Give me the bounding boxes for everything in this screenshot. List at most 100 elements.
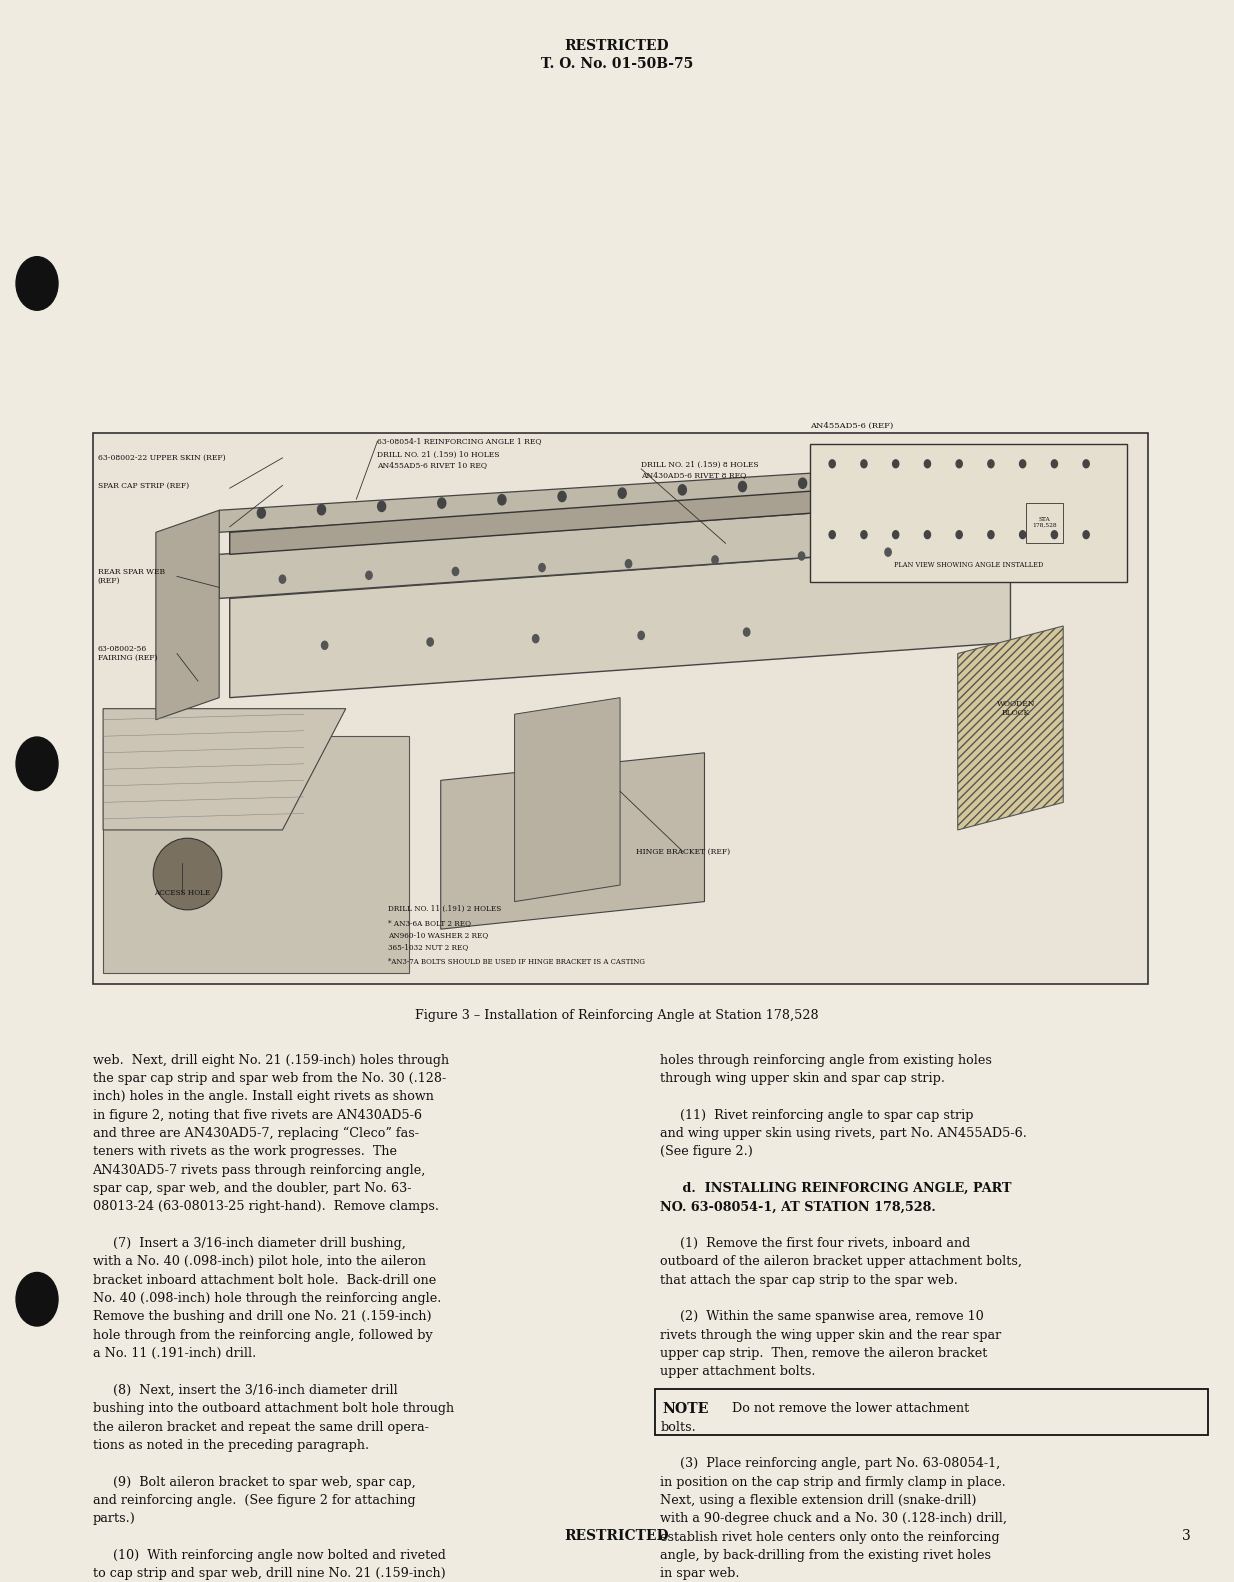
Text: ACCESS HOLE: ACCESS HOLE (154, 889, 211, 897)
Circle shape (618, 487, 626, 498)
Polygon shape (958, 626, 1064, 831)
Text: a No. 11 (.191-inch) drill.: a No. 11 (.191-inch) drill. (93, 1348, 255, 1361)
Text: to cap strip and spar web, drill nine No. 21 (.159-inch): to cap strip and spar web, drill nine No… (93, 1568, 445, 1580)
Text: (11)  Rivet reinforcing angle to spar cap strip: (11) Rivet reinforcing angle to spar cap… (660, 1109, 974, 1122)
Circle shape (712, 555, 718, 563)
Text: hole through from the reinforcing angle, followed by: hole through from the reinforcing angle,… (93, 1329, 432, 1342)
Text: 08013-24 (63-08013-25 right-hand).  Remove clamps.: 08013-24 (63-08013-25 right-hand). Remov… (93, 1201, 438, 1213)
Text: RESTRICTED: RESTRICTED (565, 1530, 669, 1544)
Bar (655, 1389, 1208, 1435)
Text: and three are AN430AD5-7, replacing “Cleco” fas-: and three are AN430AD5-7, replacing “Cle… (93, 1126, 418, 1141)
Text: the aileron bracket and repeat the same drill opera-: the aileron bracket and repeat the same … (93, 1421, 428, 1433)
Text: bolts.: bolts. (660, 1421, 696, 1433)
Circle shape (365, 571, 373, 579)
Text: Remove the bushing and drill one No. 21 (.159-inch): Remove the bushing and drill one No. 21 … (93, 1310, 431, 1324)
Circle shape (829, 530, 835, 538)
Text: AN455AD5-6 (REF): AN455AD5-6 (REF) (810, 422, 893, 430)
Circle shape (438, 498, 445, 508)
Text: parts.): parts.) (93, 1512, 136, 1525)
Text: T. O. No. 01-50B-75: T. O. No. 01-50B-75 (540, 57, 694, 71)
Text: NO. 63-08054-1, AT STATION 178,528.: NO. 63-08054-1, AT STATION 178,528. (660, 1201, 935, 1213)
Circle shape (322, 641, 328, 649)
Text: SPAR CAP STRIP (REF): SPAR CAP STRIP (REF) (97, 481, 189, 489)
Text: DRILL NO. 21 (.159) 8 HOLES: DRILL NO. 21 (.159) 8 HOLES (642, 460, 759, 468)
Circle shape (679, 484, 686, 495)
Circle shape (988, 530, 995, 538)
Bar (1025, 503, 1062, 543)
Text: DRILL NO. 11 (.191) 2 HOLES: DRILL NO. 11 (.191) 2 HOLES (387, 905, 501, 913)
Bar (93, 433, 1148, 984)
Circle shape (533, 634, 539, 642)
Polygon shape (515, 698, 621, 902)
Text: AN430AD5-6 RIVET 8 REQ: AN430AD5-6 RIVET 8 REQ (642, 471, 747, 479)
Text: (7)  Insert a 3/16-inch diameter drill bushing,: (7) Insert a 3/16-inch diameter drill bu… (93, 1237, 406, 1250)
Text: holes through reinforcing angle from existing holes: holes through reinforcing angle from exi… (660, 1054, 992, 1066)
Text: bushing into the outboard attachment bolt hole through: bushing into the outboard attachment bol… (93, 1402, 454, 1416)
Text: with a 90-degree chuck and a No. 30 (.128-inch) drill,: with a 90-degree chuck and a No. 30 (.12… (660, 1512, 1007, 1525)
Text: RESTRICTED: RESTRICTED (565, 40, 669, 54)
Text: 63-08002-56
FAIRING (REF): 63-08002-56 FAIRING (REF) (97, 645, 157, 663)
Text: 3: 3 (1182, 1530, 1191, 1544)
Circle shape (885, 547, 891, 557)
Polygon shape (441, 753, 705, 929)
Circle shape (1019, 460, 1025, 468)
Text: (10)  With reinforcing angle now bolted and riveted: (10) With reinforcing angle now bolted a… (93, 1549, 445, 1561)
Circle shape (1083, 530, 1090, 538)
Polygon shape (104, 736, 410, 973)
Text: PLAN VIEW SHOWING ANGLE INSTALLED: PLAN VIEW SHOWING ANGLE INSTALLED (893, 562, 1043, 570)
Text: in figure 2, noting that five rivets are AN430AD5-6: in figure 2, noting that five rivets are… (93, 1109, 422, 1122)
Circle shape (988, 460, 995, 468)
Text: AN430AD5-7 rivets pass through reinforcing angle,: AN430AD5-7 rivets pass through reinforci… (93, 1164, 426, 1177)
Circle shape (956, 460, 963, 468)
Text: and reinforcing angle.  (See figure 2 for attaching: and reinforcing angle. (See figure 2 for… (93, 1493, 415, 1508)
Bar (810, 445, 1127, 582)
Circle shape (16, 256, 58, 310)
Circle shape (16, 1272, 58, 1326)
Circle shape (892, 460, 898, 468)
Text: upper attachment bolts.: upper attachment bolts. (660, 1365, 816, 1378)
Circle shape (1083, 460, 1090, 468)
Text: d.  INSTALLING REINFORCING ANGLE, PART: d. INSTALLING REINFORCING ANGLE, PART (660, 1182, 1012, 1194)
Circle shape (539, 563, 545, 571)
Text: Next, using a flexible extension drill (snake-drill): Next, using a flexible extension drill (… (660, 1493, 976, 1508)
Text: (3)  Place reinforcing angle, part No. 63-08054-1,: (3) Place reinforcing angle, part No. 63… (660, 1457, 1001, 1470)
Text: and wing upper skin using rivets, part No. AN455AD5-6.: and wing upper skin using rivets, part N… (660, 1126, 1027, 1141)
Text: DRILL NO. 21 (.159) 10 HOLES: DRILL NO. 21 (.159) 10 HOLES (378, 451, 500, 459)
Circle shape (626, 560, 632, 568)
Text: STA
178,528: STA 178,528 (1032, 517, 1056, 527)
Text: (8)  Next, insert the 3/16-inch diameter drill: (8) Next, insert the 3/16-inch diameter … (93, 1384, 397, 1397)
Polygon shape (220, 460, 1011, 532)
Circle shape (798, 552, 805, 560)
Text: upper cap strip.  Then, remove the aileron bracket: upper cap strip. Then, remove the ailero… (660, 1348, 987, 1361)
Text: REAR SPAR WEB
(REF): REAR SPAR WEB (REF) (97, 568, 165, 585)
Circle shape (744, 628, 750, 636)
Text: No. 40 (.098-inch) hole through the reinforcing angle.: No. 40 (.098-inch) hole through the rein… (93, 1292, 441, 1305)
Text: teners with rivets as the work progresses.  The: teners with rivets as the work progresse… (93, 1145, 396, 1158)
Text: bracket inboard attachment bolt hole.  Back-drill one: bracket inboard attachment bolt hole. Ba… (93, 1274, 436, 1286)
Circle shape (558, 492, 566, 501)
Text: HINGE BRACKET (REF): HINGE BRACKET (REF) (637, 848, 731, 856)
Circle shape (453, 568, 459, 576)
Text: WOODEN
BLOCK: WOODEN BLOCK (997, 701, 1035, 717)
Circle shape (798, 478, 807, 489)
Circle shape (924, 460, 930, 468)
Text: through wing upper skin and spar cap strip.: through wing upper skin and spar cap str… (660, 1073, 945, 1085)
Circle shape (1019, 530, 1025, 538)
Text: spar cap, spar web, and the doubler, part No. 63-: spar cap, spar web, and the doubler, par… (93, 1182, 411, 1194)
Text: (1)  Remove the first four rivets, inboard and: (1) Remove the first four rivets, inboar… (660, 1237, 970, 1250)
Circle shape (956, 530, 963, 538)
Text: with a No. 40 (.098-inch) pilot hole, into the aileron: with a No. 40 (.098-inch) pilot hole, in… (93, 1256, 426, 1269)
Text: outboard of the aileron bracket upper attachment bolts,: outboard of the aileron bracket upper at… (660, 1256, 1022, 1269)
Text: (See figure 2.): (See figure 2.) (660, 1145, 753, 1158)
Ellipse shape (153, 838, 222, 910)
Polygon shape (155, 511, 220, 720)
Text: 63-08054-1 REINFORCING ANGLE 1 REQ: 63-08054-1 REINFORCING ANGLE 1 REQ (378, 437, 542, 446)
Circle shape (427, 638, 433, 645)
Text: (9)  Bolt aileron bracket to spar web, spar cap,: (9) Bolt aileron bracket to spar web, sp… (93, 1476, 416, 1489)
Circle shape (924, 530, 930, 538)
Text: in spar web.: in spar web. (660, 1568, 739, 1580)
Text: AN455AD5-6 RIVET 10 REQ: AN455AD5-6 RIVET 10 REQ (378, 460, 487, 468)
Circle shape (258, 508, 265, 519)
Circle shape (497, 495, 506, 505)
Circle shape (861, 530, 868, 538)
